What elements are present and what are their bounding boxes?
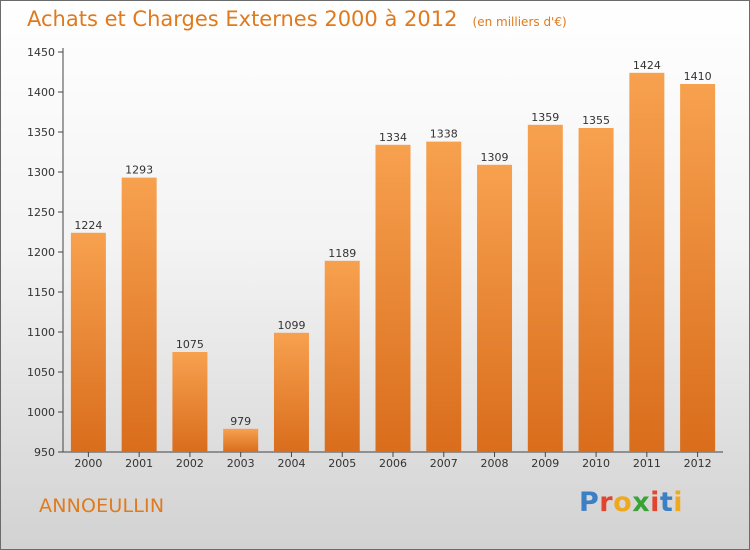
- data-label: 1189: [328, 247, 356, 260]
- y-tick-label: 1250: [27, 206, 55, 219]
- chart-title: Achats et Charges Externes 2000 à 2012: [27, 7, 458, 31]
- y-tick-label: 1350: [27, 126, 55, 139]
- bar: [70, 232, 106, 452]
- bar: [426, 141, 462, 452]
- y-tick-label: 1050: [27, 366, 55, 379]
- bar: [680, 84, 716, 452]
- x-tick-label: 2001: [125, 457, 153, 470]
- data-labels: 1224 1293 1075 979 1099 1189 1334 1338 1309 1359 1…: [74, 59, 711, 428]
- data-label: 1075: [176, 338, 204, 351]
- city-name: ANNOEULLIN: [39, 495, 165, 517]
- axes: 950 1000 1050 1100 1150 1200 1250 1300 1350 1400 1…: [27, 46, 723, 470]
- x-tick-label: 2006: [379, 457, 407, 470]
- x-tick-label: 2009: [531, 457, 559, 470]
- x-tick-label: 2003: [227, 457, 255, 470]
- data-label: 1293: [125, 164, 153, 177]
- x-tick-label: 2008: [481, 457, 509, 470]
- y-tick-label: 1100: [27, 326, 55, 339]
- chart-unit: (en milliers d'€): [472, 15, 567, 29]
- data-label: 979: [230, 415, 251, 428]
- title-row: Achats et Charges Externes 2000 à 2012 (…: [27, 7, 567, 31]
- y-tick-label: 950: [34, 446, 55, 459]
- brand-letter: o: [613, 487, 633, 518]
- x-tick-label: 2010: [582, 457, 610, 470]
- brand-letter: i: [673, 487, 684, 518]
- proxiti-logo: Proxiti: [579, 487, 683, 518]
- bar: [324, 260, 360, 452]
- x-tick-label: 2005: [328, 457, 356, 470]
- bar: [477, 164, 513, 453]
- x-tick-label: 2007: [430, 457, 458, 470]
- bars: [70, 72, 716, 453]
- y-tick-label: 1200: [27, 246, 55, 259]
- brand-letter: P: [579, 487, 600, 518]
- bar: [578, 128, 614, 452]
- bar: [121, 177, 157, 452]
- data-label: 1410: [684, 70, 712, 83]
- data-label: 1355: [582, 114, 610, 127]
- x-tick-label: 2011: [633, 457, 661, 470]
- data-label: 1338: [430, 128, 458, 141]
- y-tick-label: 1300: [27, 166, 55, 179]
- x-tick-label: 2000: [74, 457, 102, 470]
- bar: [172, 352, 208, 452]
- data-label: 1309: [481, 151, 509, 164]
- bar: [629, 72, 665, 453]
- brand-letter: t: [659, 487, 674, 518]
- bar: [527, 124, 563, 453]
- x-tick-label: 2002: [176, 457, 204, 470]
- data-label: 1334: [379, 131, 407, 144]
- x-tick-label: 2012: [684, 457, 712, 470]
- brand-letter: i: [650, 487, 660, 518]
- bar: [375, 144, 411, 453]
- x-tick-label: 2004: [277, 457, 305, 470]
- y-tick-label: 1400: [27, 86, 55, 99]
- y-tick-label: 1450: [27, 46, 55, 59]
- bar: [273, 332, 309, 452]
- data-label: 1224: [74, 219, 102, 232]
- y-tick-label: 1000: [27, 406, 55, 419]
- data-label: 1099: [277, 319, 305, 332]
- bar: [223, 428, 259, 452]
- data-label: 1424: [633, 59, 661, 72]
- y-tick-label: 1150: [27, 286, 55, 299]
- data-label: 1359: [531, 111, 559, 124]
- brand-letter: r: [599, 487, 614, 518]
- brand-letter: x: [632, 487, 651, 518]
